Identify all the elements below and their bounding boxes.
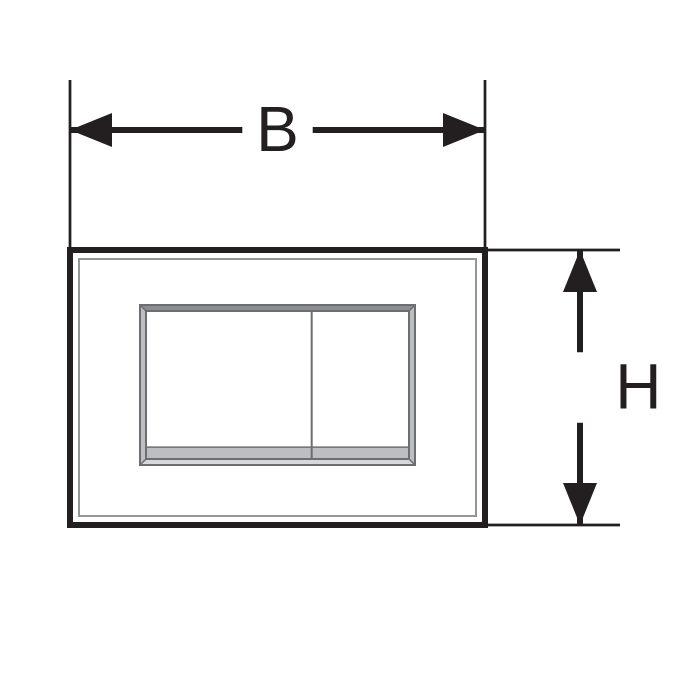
button-small	[312, 311, 409, 459]
dim-b-label: B	[256, 93, 299, 165]
button-small-shade	[312, 447, 409, 459]
button-large-shade	[146, 447, 312, 459]
dim-h-label: H	[615, 351, 661, 423]
button-large	[146, 311, 312, 459]
